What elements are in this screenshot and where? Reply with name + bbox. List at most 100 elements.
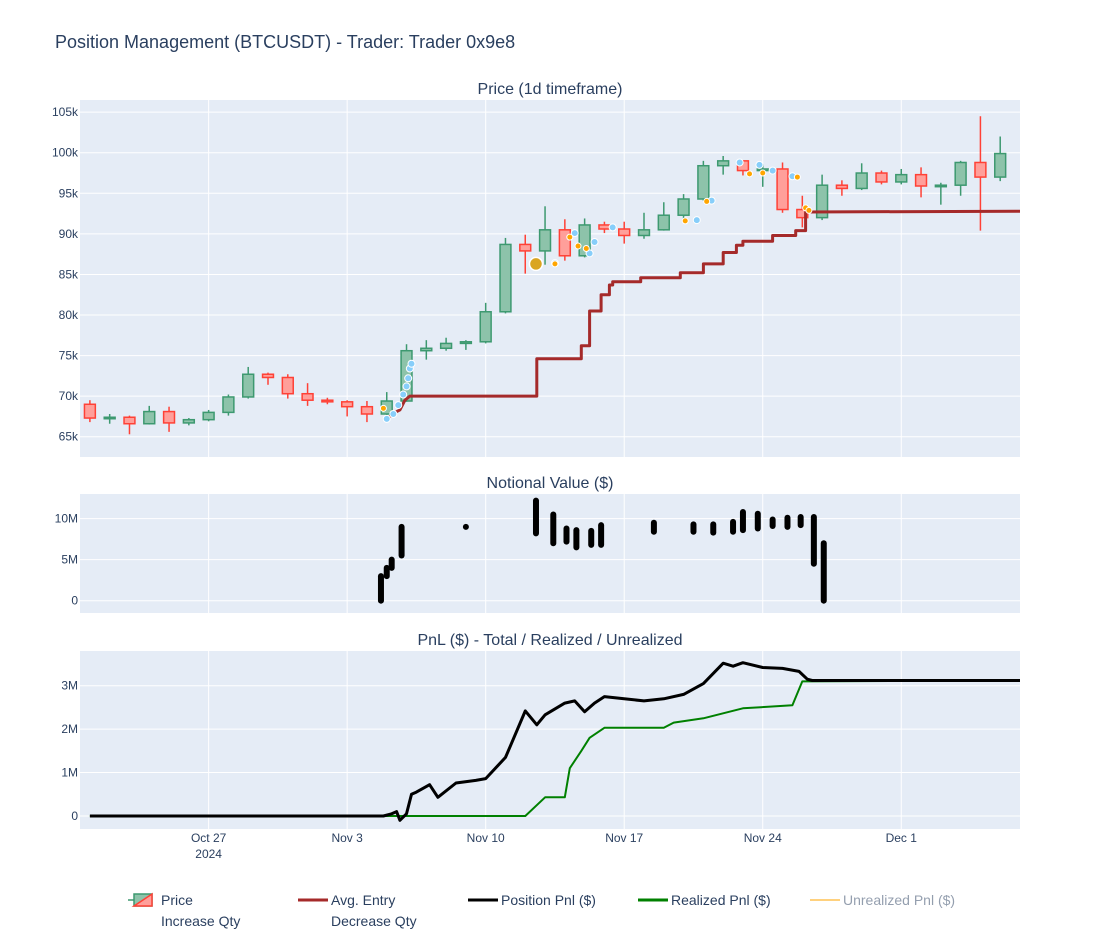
candle-body (637, 229, 651, 237)
candle-body (974, 161, 987, 178)
candle (439, 337, 453, 351)
candle-body (420, 347, 433, 352)
candle (994, 136, 1007, 182)
candle-body (162, 410, 176, 424)
avg-entry-line (386, 209, 1021, 420)
y-tick-label: 95k (59, 186, 79, 200)
large-trade-marker (528, 256, 544, 272)
decrease-qty-marker (566, 233, 574, 241)
candle-body (459, 341, 473, 345)
candle-body (578, 224, 591, 257)
candle (499, 237, 512, 314)
candle (934, 182, 948, 205)
candle-body (855, 172, 868, 190)
candle (162, 406, 176, 432)
decrease-qty-marker (805, 206, 813, 214)
candle-body (519, 243, 532, 252)
y-tick-label: 85k (59, 267, 79, 281)
candle (914, 167, 928, 198)
subplot-title: PnL ($) - Total / Realized / Unrealized (417, 632, 682, 649)
increase-qty-marker (404, 374, 413, 383)
legend-item[interactable]: Price (128, 892, 193, 908)
decrease-qty-marker (759, 169, 767, 177)
candle-body (538, 229, 552, 252)
y-tick-label: 0 (71, 594, 78, 608)
y-tick-label: 1M (61, 766, 78, 780)
y-tick-label: 10M (55, 512, 78, 526)
pnl-panel: 0 1M 2M 3M PnL ($) - Total / Realized / Unre… (61, 632, 1021, 829)
increase-qty-marker (382, 414, 391, 423)
increase-qty-marker (402, 382, 411, 391)
candle (83, 400, 97, 423)
x-tick-label: Nov 24 (744, 831, 782, 845)
increase-qty-marker (755, 160, 764, 169)
candle (340, 400, 354, 417)
candle-body (103, 416, 116, 420)
increase-qty-marker (407, 359, 416, 368)
candle-body (657, 214, 670, 231)
chart-title: Position Management (BTCUSDT) - Trader: … (55, 32, 516, 52)
legend-item[interactable]: Realized Pnl ($) (638, 892, 771, 908)
y-tick-label: 100k (52, 146, 79, 160)
candle (835, 180, 849, 196)
y-tick-label: 80k (59, 308, 79, 322)
y-tick-label: 5M (61, 553, 78, 567)
legend[interactable]: Price Avg. Entry Position Pnl ($) Realized … (128, 892, 955, 929)
increase-qty-marker (692, 216, 701, 225)
candle-body (143, 410, 156, 425)
x-tick-label: Nov 17 (605, 831, 643, 845)
legend-item[interactable]: Avg. Entry (298, 892, 395, 908)
candle-body (776, 168, 789, 211)
x-tick-label: Nov 3 (331, 831, 363, 845)
candle (143, 405, 156, 425)
candle-body (242, 373, 255, 398)
legend-item[interactable]: Increase Qty (161, 913, 240, 929)
realized-pnl-line (89, 679, 1021, 817)
decrease-qty-marker (582, 244, 590, 252)
candle-body (994, 152, 1007, 178)
increase-qty-marker (735, 158, 744, 167)
candle (657, 202, 670, 231)
increase-qty-marker (608, 223, 617, 232)
price-panel: 65k 70k 75k 80k 85k 90k 95k 100k 105k Price (1d t… (52, 81, 1021, 457)
candle (954, 160, 967, 196)
increase-qty-marker (570, 229, 579, 238)
candle-body (815, 184, 829, 219)
increase-qty-marker (590, 237, 599, 246)
legend-label: Realized Pnl ($) (671, 892, 771, 908)
legend-item[interactable]: Decrease Qty (331, 913, 417, 929)
candle-body (934, 184, 948, 188)
legend-label: Decrease Qty (331, 913, 417, 929)
candle-body (360, 405, 374, 415)
y-tick-label: 0 (71, 809, 78, 823)
candle (103, 413, 116, 424)
legend-label: Position Pnl ($) (501, 892, 596, 908)
candle-body (914, 173, 928, 187)
candle (716, 155, 730, 175)
notional-panel: 0 5M 10M Notional Value ($) (55, 475, 1020, 613)
candle-body (677, 198, 690, 216)
candle-body (301, 392, 314, 401)
legend-item[interactable]: Position Pnl ($) (468, 892, 596, 908)
y-tick-label: 75k (59, 349, 79, 363)
candle-body (261, 373, 275, 379)
x-tick-label: Dec 1 (886, 831, 918, 845)
plot-background (80, 100, 1020, 457)
plot-background (80, 494, 1020, 613)
candle-body (439, 342, 453, 350)
candle (281, 374, 294, 399)
candle (182, 418, 196, 426)
candle-body (499, 243, 512, 313)
candle (202, 409, 215, 422)
candle (123, 415, 136, 435)
candle (222, 394, 235, 416)
candle (776, 162, 789, 213)
decrease-qty-marker (793, 173, 801, 181)
candle-body (222, 396, 235, 414)
candle-body (182, 418, 196, 424)
y-tick-label: 3M (61, 679, 78, 693)
legend-label: Price (161, 892, 193, 908)
candle (242, 366, 255, 399)
legend-item[interactable]: Unrealized Pnl ($) (810, 892, 955, 908)
